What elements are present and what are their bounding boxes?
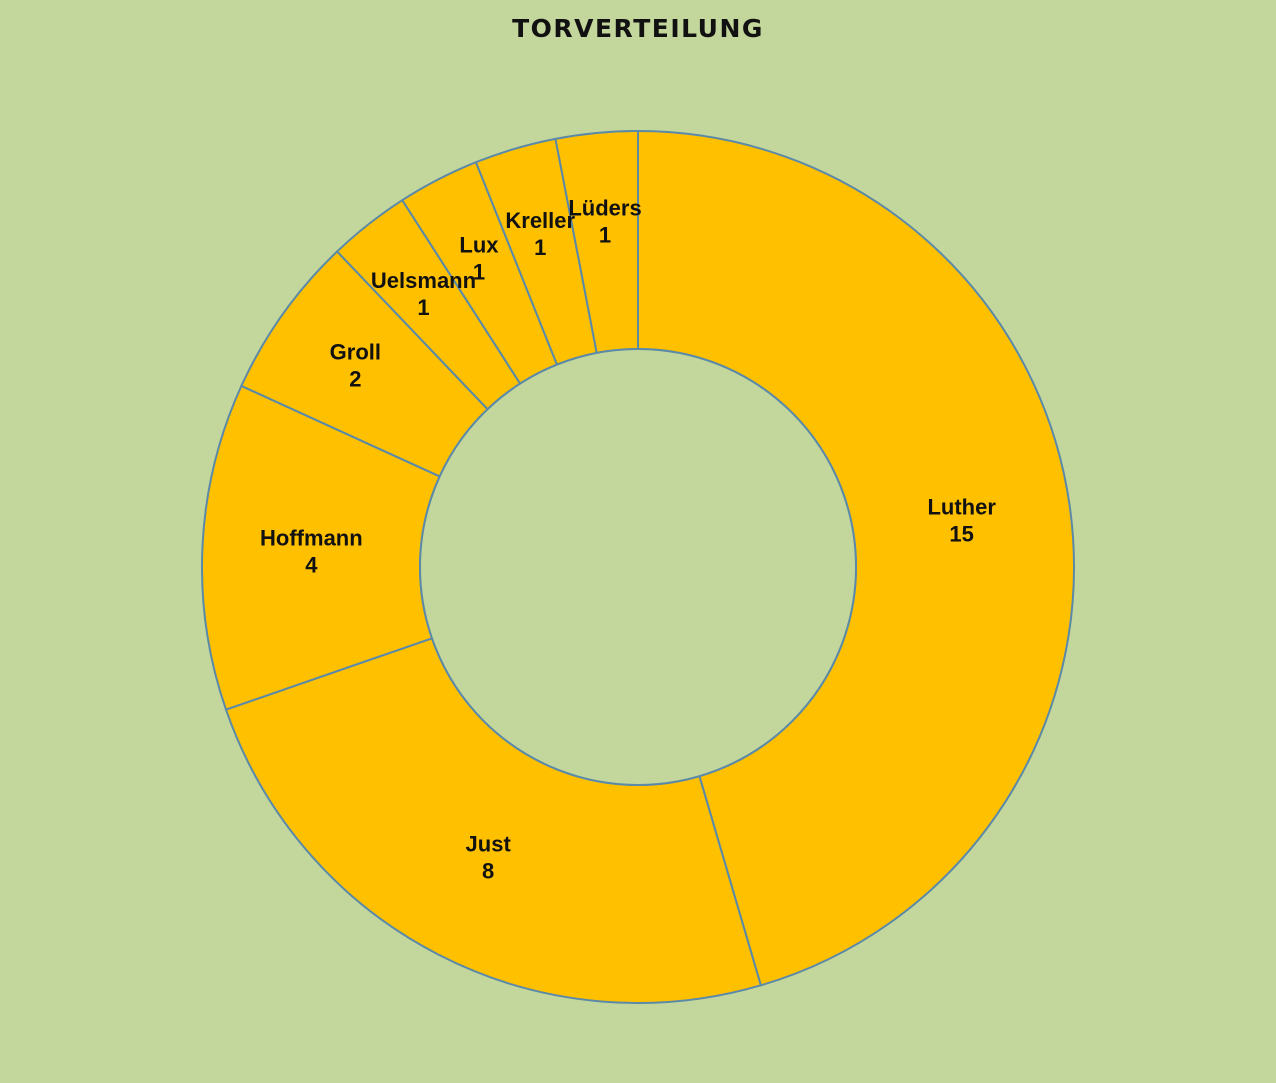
label-category: Groll bbox=[330, 340, 381, 365]
label-category: Luther bbox=[927, 494, 996, 519]
label-value: 1 bbox=[599, 223, 611, 248]
label-category: Uelsmann bbox=[371, 268, 476, 293]
label-value: 2 bbox=[349, 367, 361, 392]
data-label-luther: Luther 15 bbox=[927, 494, 996, 546]
data-label-hoffmann: Hoffmann 4 bbox=[260, 525, 363, 577]
label-value: 1 bbox=[473, 260, 485, 285]
data-label-groll: Groll 2 bbox=[330, 340, 381, 392]
label-value: 1 bbox=[534, 235, 546, 260]
label-category: Lux bbox=[459, 233, 499, 258]
data-label-uelsmann: Uelsmann 1 bbox=[371, 268, 476, 320]
label-category: Just bbox=[466, 832, 512, 857]
donut-hole bbox=[419, 348, 857, 786]
label-value: 4 bbox=[305, 552, 318, 577]
chart-title: TORVERTEILUNG bbox=[512, 14, 764, 43]
label-value: 8 bbox=[482, 859, 494, 884]
label-category: Hoffmann bbox=[260, 525, 363, 550]
data-label-kreller: Kreller 1 bbox=[505, 208, 575, 260]
data-label-lueders: Lüders 1 bbox=[568, 196, 641, 248]
label-category: Kreller bbox=[505, 208, 575, 233]
label-value: 1 bbox=[417, 295, 429, 320]
label-category: Lüders bbox=[568, 196, 641, 221]
data-label-lux: Lux 1 bbox=[459, 233, 499, 285]
data-label-just: Just 8 bbox=[466, 832, 512, 884]
label-value: 15 bbox=[949, 521, 973, 546]
